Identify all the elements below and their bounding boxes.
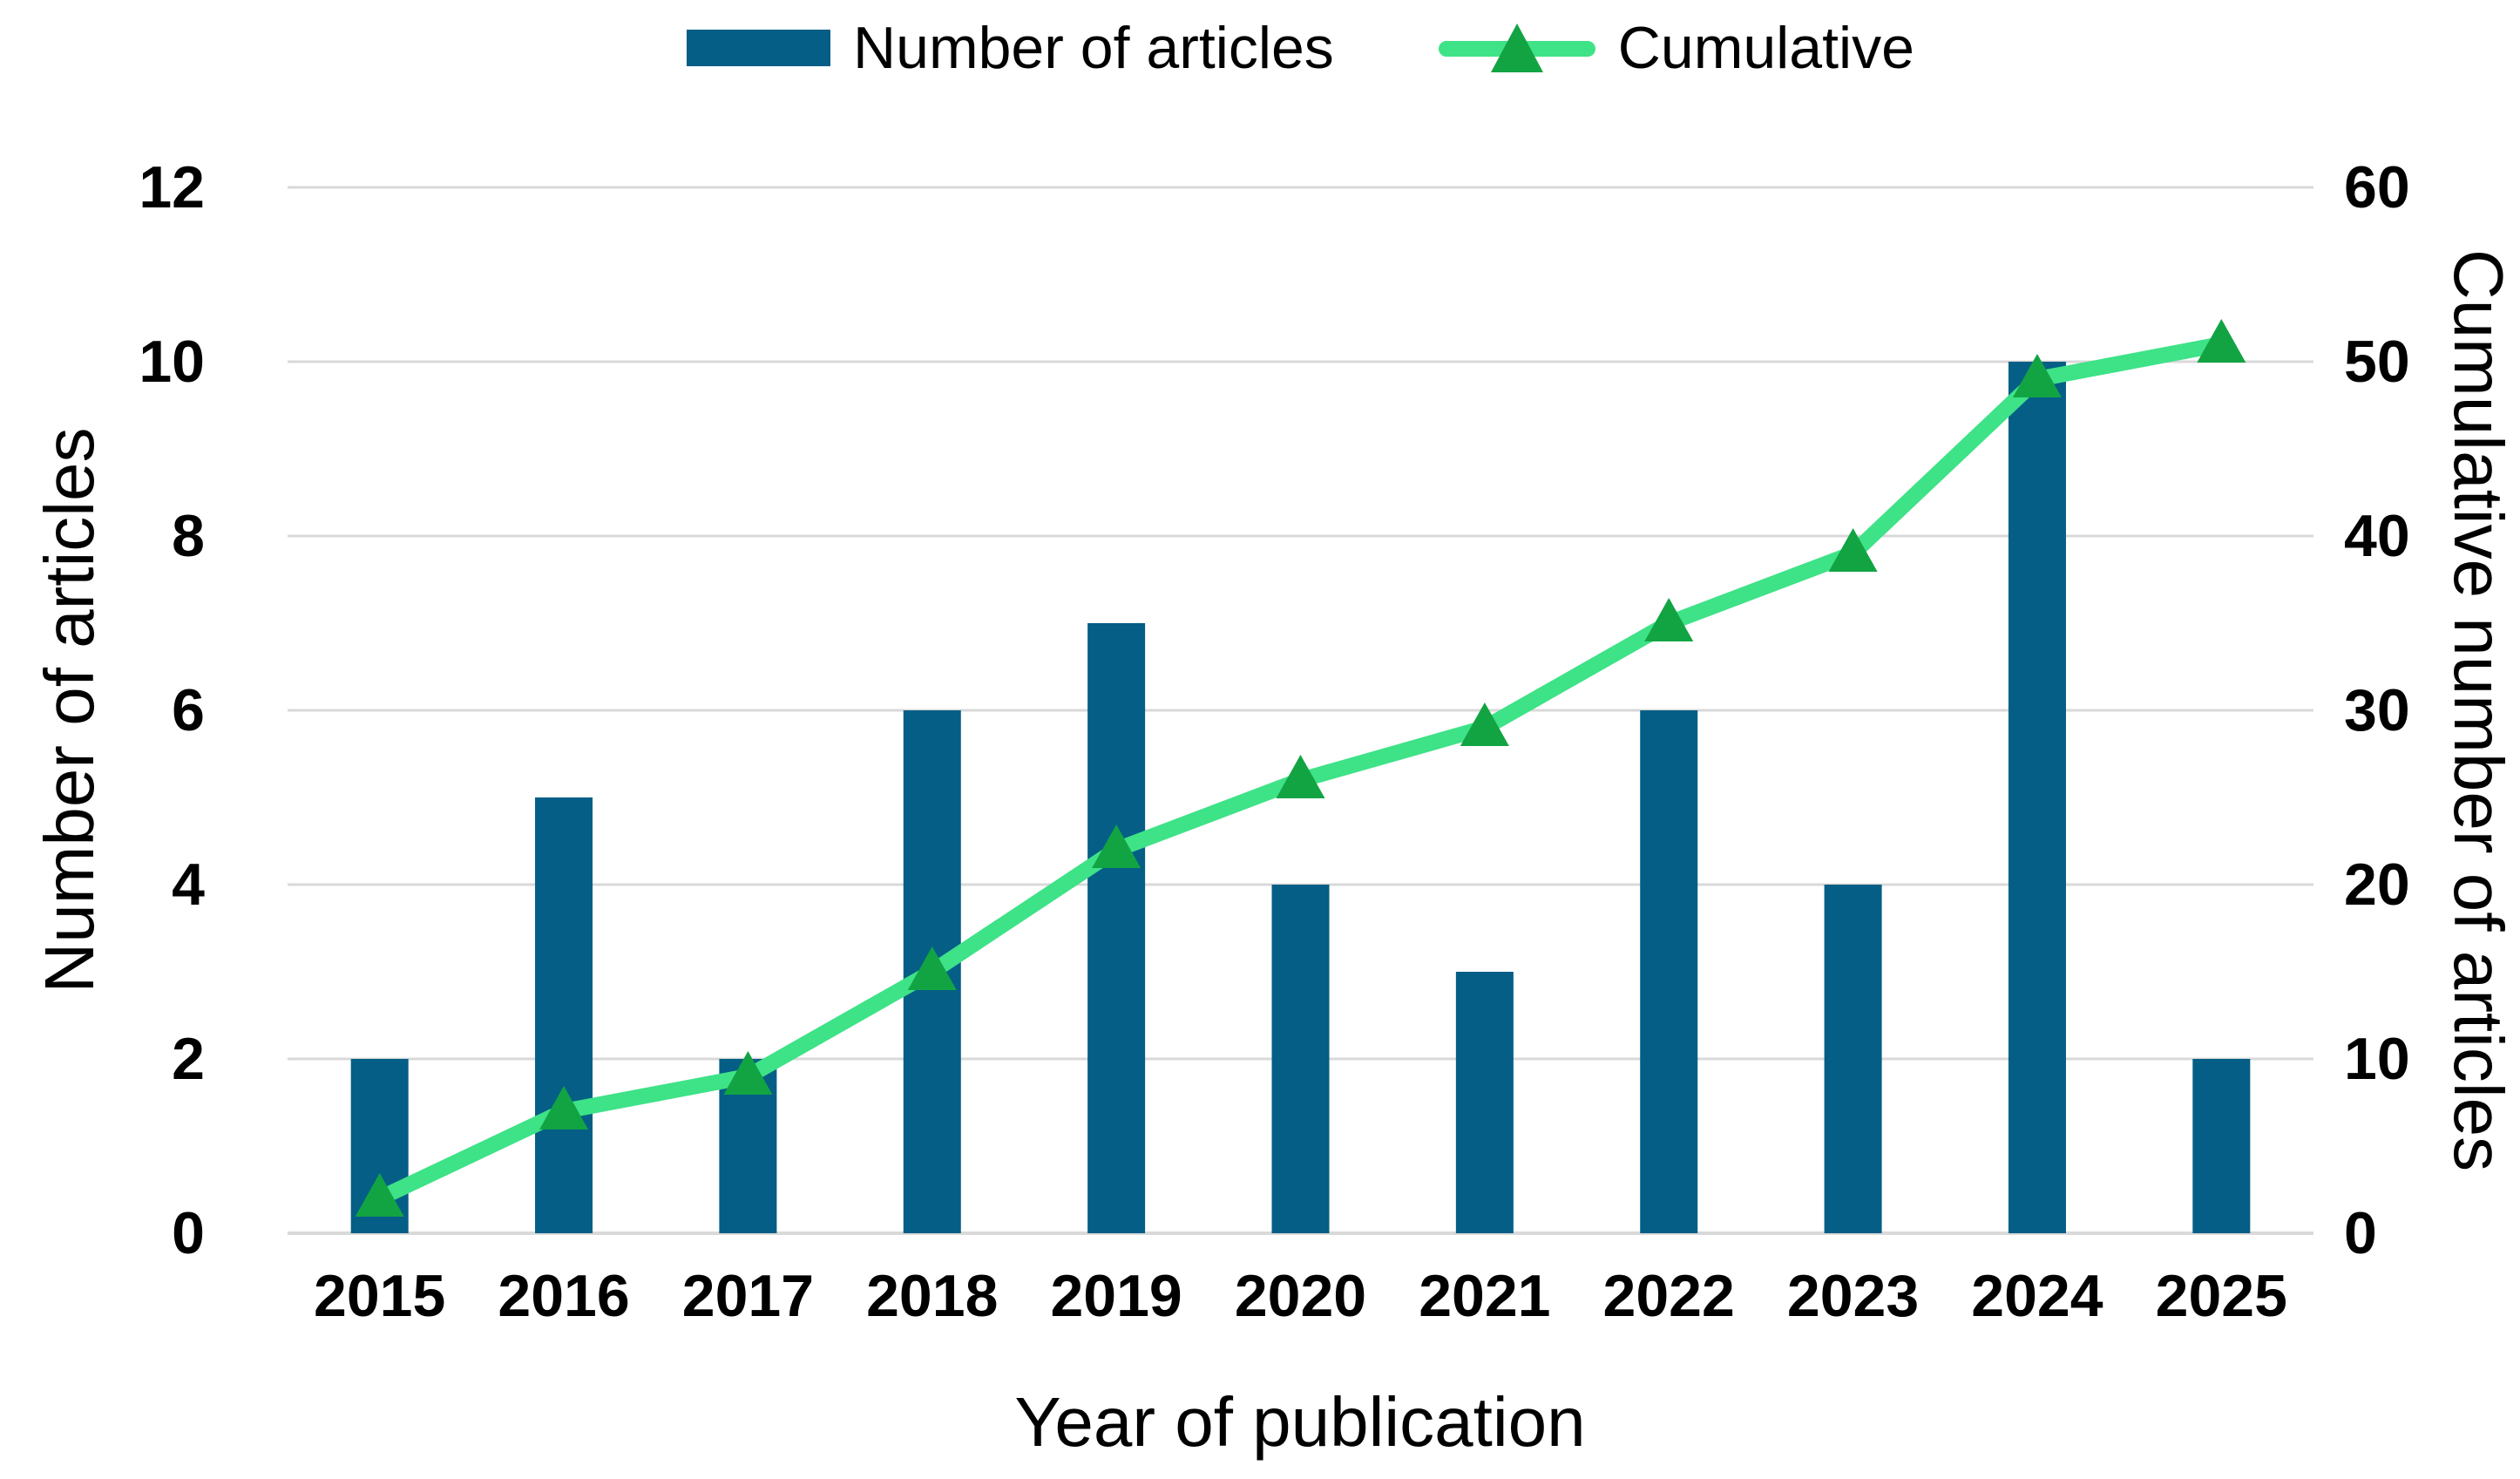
left-tick: 2: [172, 1026, 205, 1092]
year-label: 2016: [498, 1263, 630, 1329]
triangle-marker-icon: [2197, 319, 2246, 363]
triangle-marker-icon: [2012, 354, 2062, 397]
year-label: 2022: [1602, 1263, 1735, 1329]
triangle-marker-icon: [1460, 702, 1509, 746]
bar: [535, 797, 593, 1233]
right-tick: 20: [2344, 851, 2410, 918]
year-label: 2020: [1234, 1263, 1367, 1329]
x-axis-title: Year of publication: [1014, 1383, 1586, 1461]
year-label: 2018: [866, 1263, 999, 1329]
bar: [1087, 623, 1146, 1233]
year-label: 2024: [1971, 1263, 2103, 1329]
right-tick: 30: [2344, 677, 2410, 743]
left-tick: 8: [172, 503, 205, 569]
triangle-marker-icon: [1092, 824, 1141, 868]
triangle-marker-icon: [539, 1086, 589, 1130]
right-axis-title: Cumulative number of articles: [2440, 248, 2517, 1172]
triangle-marker-icon: [1490, 24, 1543, 72]
bar-swatch-icon: [687, 30, 831, 66]
bar: [1455, 972, 1514, 1233]
year-label: 2021: [1419, 1263, 1551, 1329]
legend: Number of articles Cumulative: [288, 9, 2313, 87]
legend-label-bars: Number of articles: [853, 15, 1334, 81]
left-tick: 4: [172, 851, 205, 918]
year-label: 2015: [314, 1263, 446, 1329]
right-tick: 10: [2344, 1026, 2410, 1092]
triangle-marker-icon: [1276, 755, 1325, 798]
right-axis-ticks: 60 50 40 30 20 10 0: [2344, 155, 2518, 1265]
right-tick: 0: [2344, 1200, 2377, 1266]
triangle-marker-icon: [355, 1173, 404, 1217]
x-axis-labels: 2015 2016 2017 2018 2019 2020 2021 2022 …: [288, 1261, 2313, 1331]
year-label: 2023: [1786, 1263, 1920, 1329]
legend-item-cumulative: Cumulative: [1438, 15, 1914, 81]
year-label: 2019: [1050, 1263, 1182, 1329]
triangle-marker-icon: [907, 946, 957, 990]
left-axis-ticks: 12 10 8 6 4 2 0: [52, 155, 205, 1265]
right-tick: 60: [2344, 154, 2410, 220]
bar: [1271, 885, 1330, 1233]
bar: [1640, 710, 1698, 1233]
left-tick: 0: [172, 1200, 205, 1266]
right-tick: 50: [2344, 329, 2410, 395]
left-tick: 10: [139, 329, 205, 395]
triangle-marker-icon: [1828, 528, 1878, 572]
left-tick: 12: [139, 154, 205, 220]
triangle-marker-icon: [1644, 598, 1694, 641]
plot-area: [288, 186, 2313, 1235]
year-label: 2017: [681, 1263, 815, 1329]
left-axis-title: Number of articles: [30, 427, 108, 994]
right-tick: 40: [2344, 503, 2410, 569]
bar: [1824, 885, 1882, 1233]
year-label: 2025: [2155, 1263, 2287, 1329]
line-swatch-icon: [1438, 20, 1595, 76]
bar: [2008, 362, 2066, 1233]
bar: [2192, 1059, 2251, 1233]
legend-item-bars: Number of articles: [687, 18, 1334, 78]
legend-label-cumulative: Cumulative: [1617, 15, 1914, 81]
triangle-marker-icon: [723, 1051, 773, 1095]
left-tick: 6: [172, 677, 205, 743]
